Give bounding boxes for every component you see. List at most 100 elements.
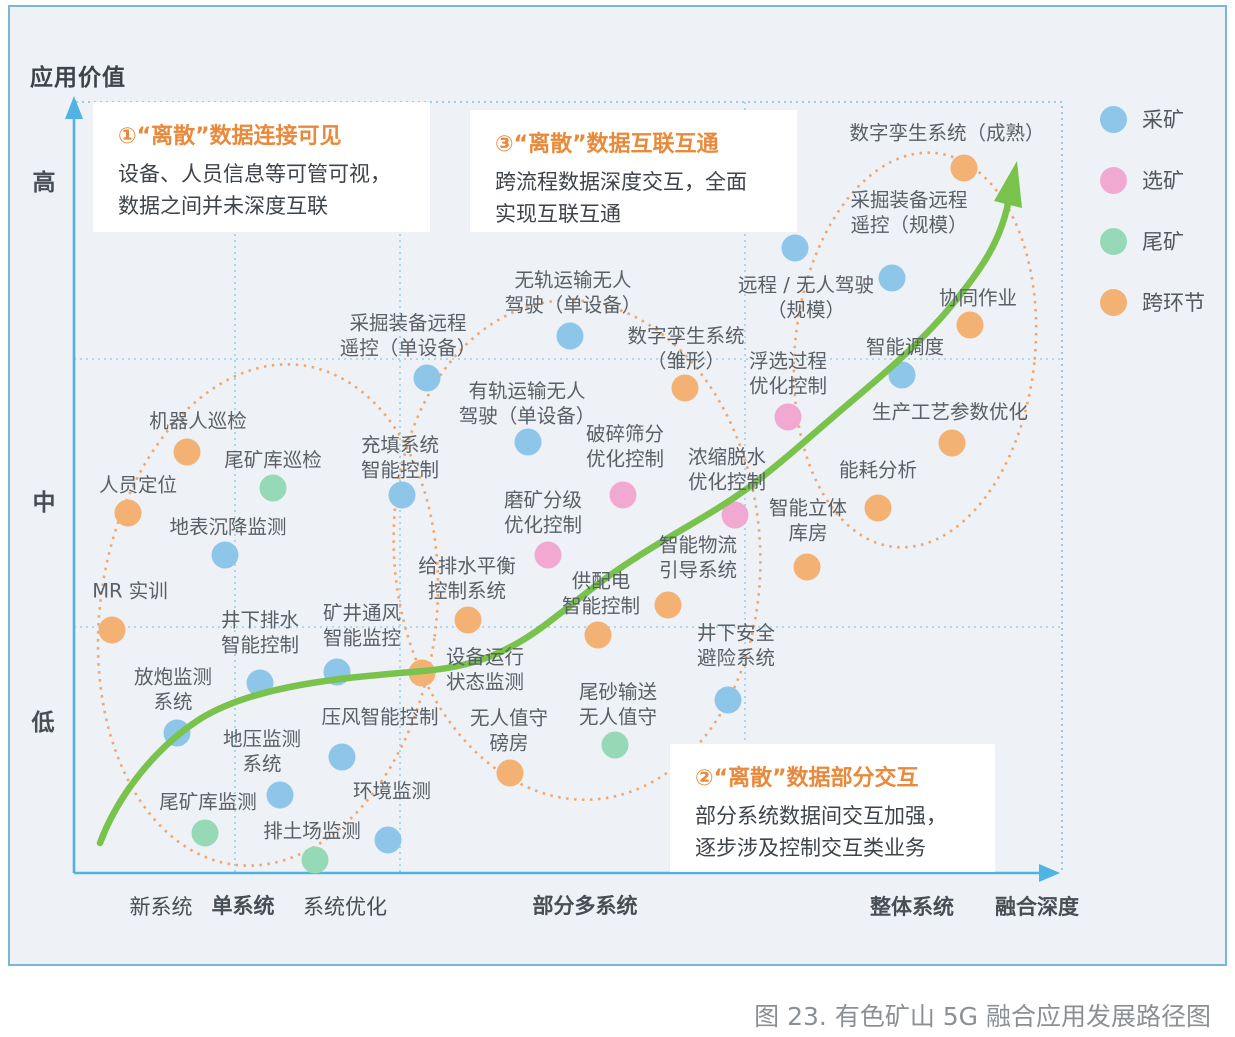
point-dot [388,481,416,509]
legend-dot-icon [1100,227,1127,255]
legend-label: 采矿 [1142,108,1184,132]
point-label: 尾砂输送 无人值守 [578,680,658,729]
point-label: 协同作业 [938,286,1018,310]
point-dot [774,403,802,431]
point-dot [374,826,402,854]
annotation-2-line1: 部分系统数据间交互加强， [695,804,947,828]
point-label: 能耗分析 [838,458,918,482]
point-label: 智能立体 库房 [768,496,848,545]
legend-item-选矿: 选矿 [1100,165,1205,195]
point-label: 数字孪生系统 （雏形） [627,324,745,373]
point-label: 地压监测 系统 [222,727,302,776]
point-dot [514,428,542,456]
point-label: 矿井通风 智能监控 [322,601,402,650]
growth-arrow-head-icon [994,161,1022,208]
point-dot [793,553,821,581]
y-tick-中: 中 [32,490,56,516]
point-label: 有轨运输无人 驾驶（单设备） [458,379,596,428]
point-dot [98,616,126,644]
legend-dot-icon [1100,105,1127,133]
point-label: 浓缩脱水 优化控制 [687,445,767,494]
axes [65,96,1060,882]
point-label: 井下排水 智能控制 [220,608,300,657]
point-label: 充填系统 智能控制 [360,433,440,482]
point-label: 无轨运输无人 驾驶（单设备） [504,268,642,317]
legend-item-尾矿: 尾矿 [1100,226,1205,256]
y-axis-title: 应用价值 [30,65,126,91]
point-dot [266,781,294,809]
x-axis-arrow-icon [1039,864,1060,882]
legend-label: 选矿 [1142,169,1184,193]
point-dot [584,621,612,649]
point-label: 压风智能控制 [321,705,439,729]
point-label: 生产工艺参数优化 [871,400,1029,424]
legend-item-采矿: 采矿 [1100,104,1205,134]
point-label: 破碎筛分 优化控制 [585,422,665,471]
annotation-3-heading: ③“离散”数据互联互通 [495,132,719,157]
x-axis-title: 融合深度 [995,895,1079,919]
y-tick-低: 低 [31,710,55,736]
point-label: MR 实训 [92,579,168,603]
legend: 采矿 选矿 尾矿 跨环节 [1100,104,1205,348]
annotation-2-line2: 逐步涉及控制交互类业务 [695,835,926,860]
point-label: 浮选过程 优化控制 [748,349,828,398]
legend-dot-icon [1100,288,1127,316]
x-tick-部分多系统: 部分多系统 [532,894,638,918]
point-dot [496,759,524,787]
legend-label: 尾矿 [1142,230,1184,254]
point-label: 地表沉降监测 [169,515,287,539]
point-dot [781,234,809,262]
figure-caption: 图 23. 有色矿山 5G 融合应用发展路径图 [754,1002,1211,1031]
x-tick-新系统: 新系统 [129,895,193,919]
annotation-box-3: ③“离散”数据互联互通 跨流程数据深度交互，全面 实现互联互通 [470,110,797,232]
plot-border-dotted [76,101,1063,872]
annotation-3-line1: 跨流程数据深度交互，全面 [495,170,747,194]
point-dot [556,322,584,350]
cluster-outline-right [792,151,1038,549]
point-dot [654,591,682,619]
point-label: 智能物流 引导系统 [658,533,738,582]
point-dot [173,438,201,466]
point-dot [328,743,356,771]
point-label: 人员定位 [98,473,178,497]
point-dot [864,494,892,522]
point-dot [191,819,219,847]
point-label: 机器人巡检 [149,409,247,433]
point-dot [259,474,287,502]
y-axis-arrow-icon [65,96,83,119]
point-dot [956,311,984,339]
point-label: 磨矿分级 优化控制 [503,488,583,537]
point-label: 尾矿库监测 [159,790,257,814]
point-label: 井下安全 避险系统 [696,621,776,670]
point-dot [301,846,329,874]
annotation-1-line2: 数据之间并未深度互联 [118,193,328,218]
point-label: 无人值守 磅房 [469,706,549,755]
point-dot [950,154,978,182]
cluster-outline-left [96,363,440,867]
point-dot [534,541,562,569]
x-tick-单系统: 单系统 [211,894,275,918]
legend-label: 跨环节 [1142,291,1205,315]
point-dot [878,264,906,292]
point-dot [413,364,441,392]
cluster-outline-middle [392,298,762,802]
point-dot [114,499,142,527]
point-label: 设备运行 状态监测 [445,645,525,694]
point-dot [211,541,239,569]
point-dot [938,429,966,457]
point-label: 放炮监测 系统 [133,665,213,714]
point-dot [714,686,742,714]
point-dot [454,606,482,634]
legend-dot-icon [1100,166,1127,194]
point-dot [609,481,637,509]
legend-item-跨环节: 跨环节 [1100,287,1205,317]
annotation-box-2: ②“离散”数据部分交互 部分系统数据间交互加强， 逐步涉及控制交互类业务 [670,744,995,872]
point-label: 数字孪生系统（成熟） [849,121,1045,145]
point-dot [721,501,749,529]
point-label: 采掘装备远程 遥控（规模） [850,188,968,237]
annotation-1-line1: 设备、人员信息等可管可视， [118,162,391,186]
point-label: 环境监测 [352,779,432,803]
point-label: 排土场监测 [263,819,361,843]
